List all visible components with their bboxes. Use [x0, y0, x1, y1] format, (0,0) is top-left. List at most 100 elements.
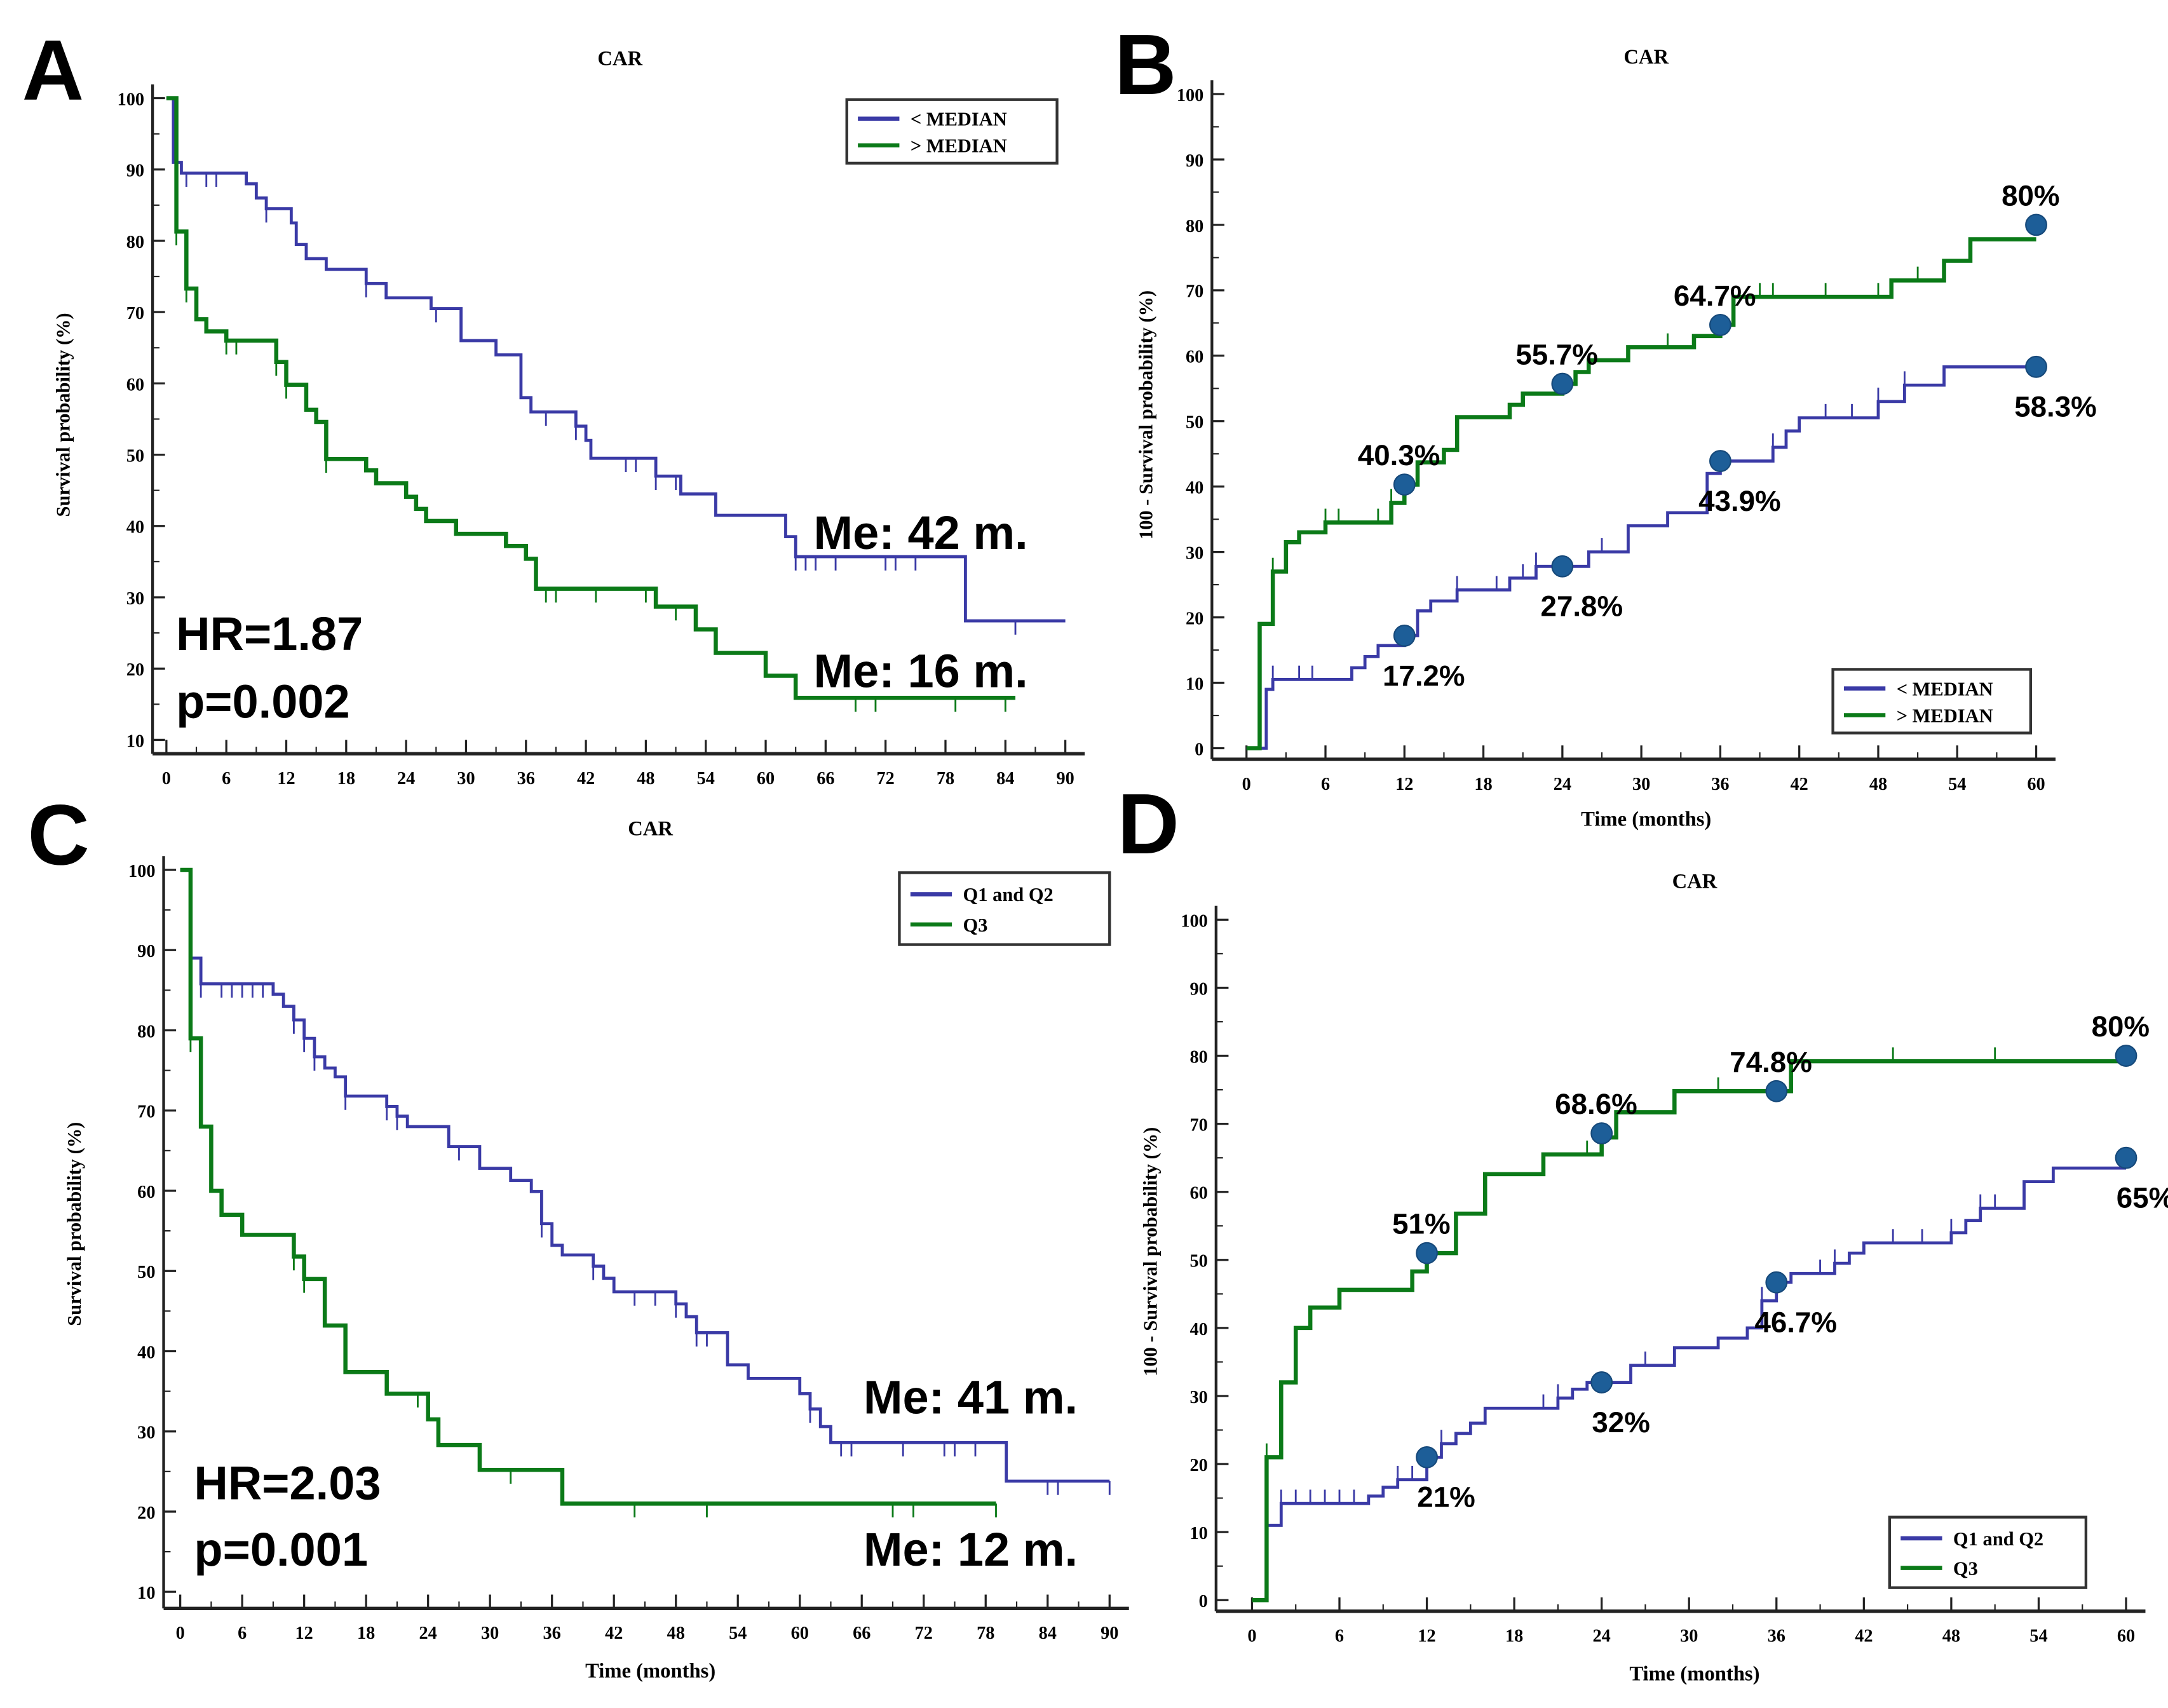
- y-axis-label: 100 - Survival probability (%): [1139, 1127, 1161, 1376]
- x-tick-label: 6: [222, 769, 231, 789]
- chart-title: CAR: [597, 47, 642, 70]
- highlight-point: [2115, 1146, 2138, 1169]
- x-tick-label: 60: [757, 769, 775, 789]
- legend-label: Q1 and Q2: [963, 884, 1054, 905]
- x-tick-label: 54: [729, 1623, 747, 1643]
- point-label: 32%: [1592, 1406, 1650, 1439]
- x-tick-label: 30: [1680, 1627, 1698, 1646]
- legend-label: > MEDIAN: [1897, 705, 1993, 726]
- x-tick-label: 72: [877, 769, 895, 789]
- highlight-point: [1393, 473, 1416, 496]
- x-tick-label: 72: [915, 1623, 933, 1643]
- km-curve-q1-and-q2: [1252, 1166, 2127, 1602]
- y-tick-label: 50: [126, 446, 144, 466]
- point-label: 43.9%: [1698, 485, 1781, 517]
- y-tick-label: 100: [128, 862, 155, 881]
- x-tick-label: 60: [2117, 1627, 2135, 1646]
- y-tick-label: 80: [137, 1022, 155, 1041]
- x-tick-label: 24: [1554, 775, 1571, 794]
- x-tick-label: 90: [1056, 769, 1074, 789]
- p-value: p=0.002: [176, 675, 350, 728]
- km-curve-q1-and-q2: [180, 868, 1110, 1483]
- x-tick-label: 6: [1321, 775, 1330, 794]
- median-annotation: Me: 12 m.: [864, 1523, 1078, 1576]
- x-tick-label: 66: [816, 769, 834, 789]
- point-label: 21%: [1417, 1481, 1475, 1514]
- y-tick-label: 50: [137, 1263, 155, 1282]
- chart-title: CAR: [1672, 870, 1717, 893]
- legend-box: [1888, 1515, 2088, 1589]
- y-tick-label: 70: [1190, 1116, 1208, 1135]
- x-tick-label: 18: [357, 1623, 375, 1643]
- y-tick-label: 50: [1186, 413, 1203, 433]
- point-label: 74.8%: [1730, 1046, 1812, 1078]
- x-tick-label: 30: [1632, 775, 1650, 794]
- highlight-point: [1709, 450, 1731, 472]
- highlight-point: [1416, 1446, 1438, 1468]
- p-value: p=0.001: [194, 1523, 368, 1576]
- highlight-point: [1590, 1122, 1613, 1145]
- panel-c: C CAR Survival probability (%) Time (months…: [27, 787, 1129, 1683]
- panel-letter: D: [1117, 776, 1179, 872]
- y-tick-label: 30: [126, 589, 144, 609]
- x-tick-label: 24: [1593, 1627, 1611, 1646]
- x-tick-label: 18: [337, 769, 355, 789]
- x-axis-label: Time (months): [1629, 1662, 1759, 1685]
- y-tick-label: 40: [1186, 478, 1203, 498]
- y-tick-label: 100: [118, 90, 144, 109]
- x-tick-label: 24: [397, 769, 415, 789]
- y-tick-label: 90: [137, 942, 155, 961]
- x-tick-label: 48: [637, 769, 654, 789]
- chart-title: CAR: [628, 818, 673, 841]
- x-tick-label: 18: [1505, 1627, 1523, 1646]
- median-annotation: Me: 42 m.: [813, 506, 1027, 559]
- point-label: 17.2%: [1383, 660, 1465, 692]
- hazard-ratio: HR=2.03: [194, 1456, 381, 1509]
- x-axis-label: Time (months): [585, 1660, 715, 1683]
- x-tick-label: 54: [1948, 775, 1966, 794]
- x-tick-label: 42: [1855, 1627, 1873, 1646]
- x-tick-label: 0: [176, 1623, 185, 1643]
- y-tick-label: 10: [1190, 1524, 1208, 1543]
- point-label: 80%: [2092, 1010, 2150, 1043]
- point-label: 58.3%: [2014, 391, 2097, 423]
- median-annotation: Me: 41 m.: [864, 1371, 1078, 1423]
- y-tick-label: 20: [1186, 609, 1203, 628]
- x-tick-label: 48: [1869, 775, 1887, 794]
- y-tick-label: 60: [137, 1183, 155, 1202]
- km-curve-q3: [180, 867, 996, 1506]
- hazard-ratio: HR=1.87: [176, 607, 363, 660]
- x-tick-label: 42: [577, 769, 595, 789]
- x-tick-label: 18: [1474, 775, 1492, 794]
- y-tick-label: 20: [137, 1503, 155, 1523]
- median-annotation: Me: 16 m.: [813, 645, 1027, 698]
- y-tick-label: 30: [137, 1423, 155, 1443]
- x-tick-label: 0: [1247, 1627, 1256, 1646]
- y-tick-label: 60: [126, 375, 144, 395]
- x-tick-label: 78: [937, 769, 954, 789]
- x-tick-label: 54: [697, 769, 715, 789]
- x-tick-label: 36: [1768, 1627, 1785, 1646]
- x-tick-label: 0: [1242, 775, 1251, 794]
- legend-box: [845, 98, 1059, 165]
- y-axis-label: Survival probability (%): [64, 1122, 85, 1326]
- point-label: 55.7%: [1515, 339, 1598, 371]
- x-tick-label: 36: [1711, 775, 1729, 794]
- point-label: 40.3%: [1358, 439, 1440, 471]
- y-tick-label: 10: [126, 731, 144, 751]
- highlight-point: [1590, 1371, 1613, 1393]
- x-tick-label: 60: [791, 1623, 809, 1643]
- y-tick-label: 80: [1186, 217, 1203, 236]
- legend: < MEDIAN > MEDIAN: [845, 98, 1059, 165]
- x-tick-label: 12: [277, 769, 295, 789]
- highlight-point: [1393, 625, 1416, 647]
- y-tick-label: 100: [1181, 911, 1207, 931]
- y-tick-label: 40: [137, 1343, 155, 1362]
- x-tick-label: 42: [605, 1623, 623, 1643]
- y-tick-label: 70: [1186, 282, 1203, 302]
- y-axis-label: 100 - Survival probability (%): [1135, 290, 1157, 539]
- x-tick-label: 30: [481, 1623, 499, 1643]
- chart-title: CAR: [1623, 46, 1669, 69]
